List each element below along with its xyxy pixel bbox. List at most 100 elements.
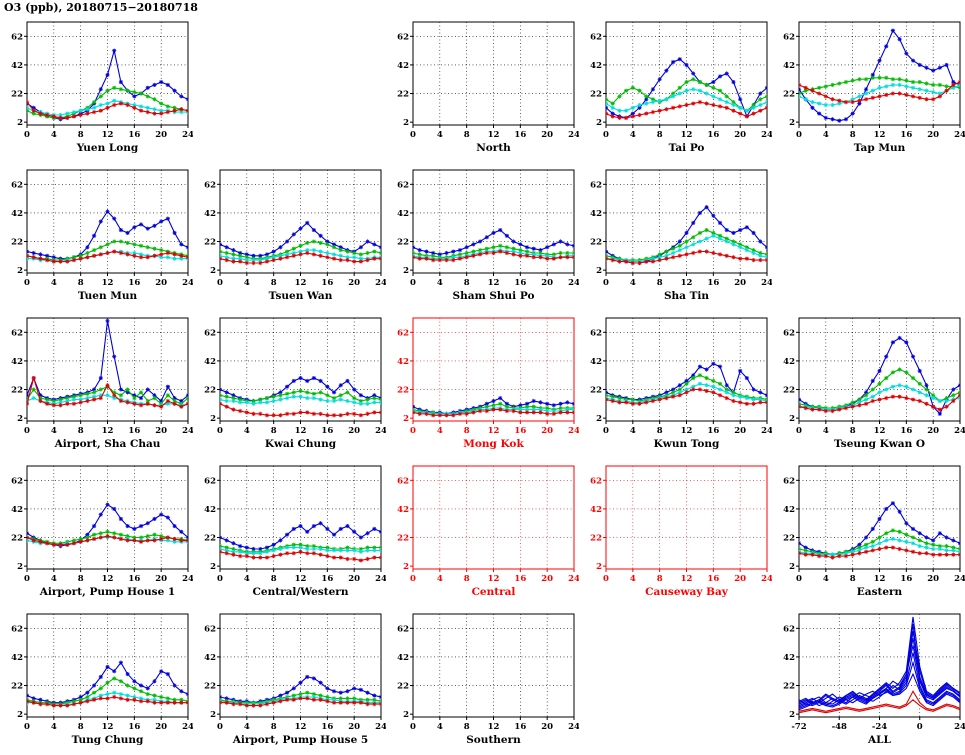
- x-tick-label: 20: [927, 426, 939, 436]
- x-tick-label: 12: [102, 130, 114, 140]
- panel-blank: [772, 163, 965, 311]
- y-tick-label: 2: [596, 414, 602, 424]
- x-tick-label: 4: [630, 426, 636, 436]
- x-tick-label: 16: [321, 574, 333, 584]
- station-label-sham-shui-po: Sham Shui Po: [453, 290, 535, 302]
- y-tick-label: 22: [397, 386, 409, 396]
- x-tick-label: 8: [464, 278, 470, 288]
- y-tick-label: 42: [204, 505, 216, 515]
- x-tick-label: 4: [630, 130, 636, 140]
- x-tick-label: 0: [410, 278, 416, 288]
- x-tick-label: 20: [348, 278, 360, 288]
- panel-tung-chung: 2 22 42 62 0 4 8 12 16 20 24 Tung Chung: [0, 607, 193, 755]
- series-line-blue: [799, 645, 960, 704]
- station-label-airport-pump-house-1: Airport, Pump House 1: [39, 586, 175, 598]
- y-tick-label: 2: [17, 710, 23, 720]
- series-line-red: [799, 699, 960, 714]
- station-label-sha-tin: Sha Tin: [664, 290, 709, 302]
- x-tick-label: 4: [437, 426, 443, 436]
- y-tick-label: 42: [590, 357, 602, 367]
- x-tick-label: 16: [128, 574, 140, 584]
- x-tick-label: 24: [954, 426, 965, 436]
- x-tick-label: 20: [541, 574, 553, 584]
- x-tick-label: 24: [182, 130, 193, 140]
- y-tick-label: 62: [11, 180, 23, 190]
- x-tick-label: 12: [681, 574, 693, 584]
- x-tick-label: 20: [348, 722, 360, 732]
- series-markers-blue: [27, 502, 188, 549]
- series-markers-red: [413, 407, 574, 418]
- x-tick-label: 0: [603, 278, 609, 288]
- x-tick-label: 0: [410, 130, 416, 140]
- x-tick-label: 20: [155, 722, 167, 732]
- x-tick-label: 8: [271, 278, 277, 288]
- x-tick-label: 24: [182, 426, 193, 436]
- x-tick-label: 16: [900, 130, 912, 140]
- x-tick-label: 4: [823, 426, 829, 436]
- x-tick-label: 8: [78, 722, 84, 732]
- x-tick-label: 8: [271, 574, 277, 584]
- y-tick-label: 62: [204, 328, 216, 338]
- panel-airport-pump-house-5: 2 22 42 62 0 4 8 12 16 20 24 Airport, Pump House 5: [193, 607, 386, 755]
- y-tick-label: 62: [783, 624, 795, 634]
- series-markers-red: [27, 375, 188, 409]
- y-tick-label: 42: [590, 209, 602, 219]
- x-tick-label: 20: [541, 278, 553, 288]
- y-tick-label: 62: [783, 476, 795, 486]
- y-tick-label: 22: [783, 386, 795, 396]
- y-tick-label: 2: [17, 118, 23, 128]
- x-tick-label: 8: [271, 722, 277, 732]
- y-tick-label: 42: [11, 209, 23, 219]
- station-label-kwai-chung: Kwai Chung: [265, 438, 337, 450]
- x-tick-label: 16: [900, 426, 912, 436]
- series-markers-red: [27, 100, 188, 120]
- x-tick-label: 24: [375, 278, 386, 288]
- x-tick-label: 12: [488, 130, 500, 140]
- x-tick-label: 16: [514, 426, 526, 436]
- x-tick-label: 12: [102, 574, 114, 584]
- x-tick-label: 16: [128, 426, 140, 436]
- x-tick-label: 4: [437, 574, 443, 584]
- x-tick-label: 20: [541, 722, 553, 732]
- series-markers-red: [606, 100, 767, 120]
- series-line-blue: [799, 672, 960, 711]
- series-markers-green: [220, 388, 381, 404]
- y-tick-label: 2: [403, 118, 409, 128]
- y-tick-label: 62: [590, 476, 602, 486]
- y-tick-label: 22: [590, 386, 602, 396]
- series-line-blue: [799, 29, 960, 122]
- panel-all: 2 22 42 62 -72 -48 -24 0 24 ALL: [772, 607, 965, 755]
- x-tick-label: 24: [182, 278, 193, 288]
- y-tick-label: 22: [11, 386, 23, 396]
- x-tick-label: 12: [874, 426, 886, 436]
- series-markers-red: [799, 545, 960, 560]
- y-tick-label: 2: [596, 266, 602, 276]
- y-tick-label: 42: [397, 505, 409, 515]
- y-tick-label: 22: [783, 682, 795, 692]
- x-tick-label: 8: [78, 278, 84, 288]
- x-tick-label: 8: [850, 130, 856, 140]
- charts-grid: 2 22 42 62 0 4 8 12 16 20 24 Yuen Long 2 22 42 62 0 4 8 12 1…: [0, 15, 965, 755]
- y-tick-label: 62: [397, 32, 409, 42]
- y-tick-label: 2: [403, 710, 409, 720]
- x-tick-label: 4: [437, 278, 443, 288]
- x-tick-label: 24: [375, 722, 386, 732]
- x-tick-label: 24: [568, 426, 579, 436]
- panel-tuen-mun: 2 22 42 62 0 4 8 12 16 20 24 Tuen Mun: [0, 163, 193, 311]
- x-tick-label: 20: [927, 130, 939, 140]
- x-tick-label: 16: [514, 574, 526, 584]
- x-tick-label: 8: [850, 574, 856, 584]
- station-label-eastern: Eastern: [857, 586, 903, 598]
- series-markers-cyan: [220, 545, 381, 556]
- y-tick-label: 22: [783, 534, 795, 544]
